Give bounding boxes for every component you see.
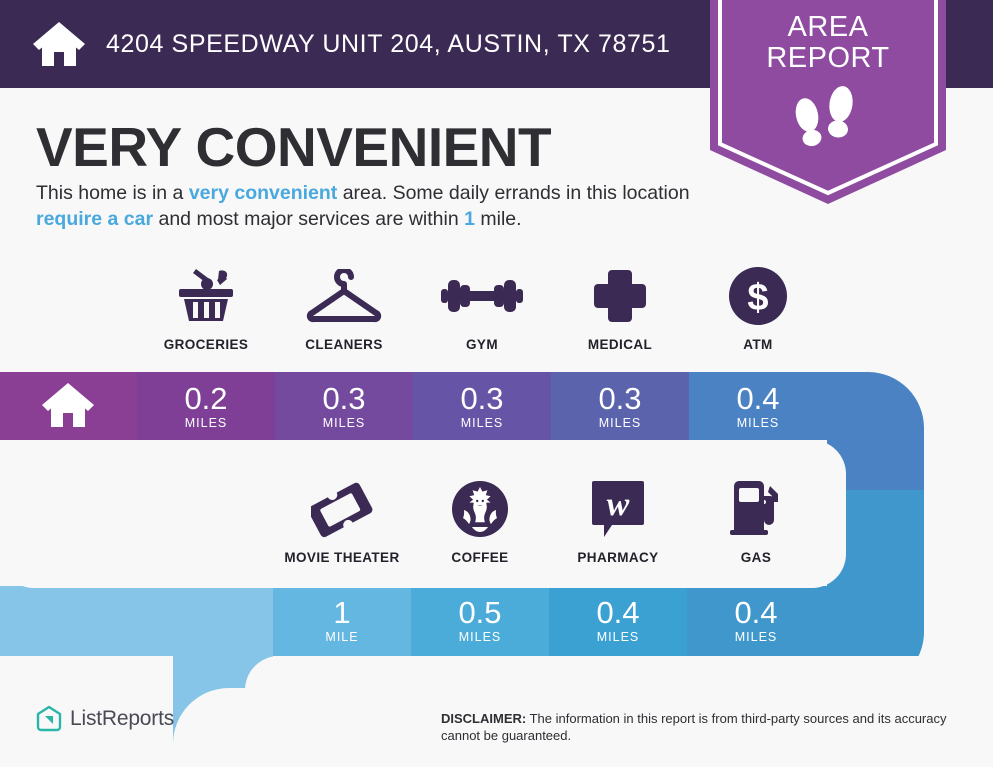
- distance-unit: MILES: [598, 415, 642, 430]
- page-description: This home is in a very convenient area. …: [36, 180, 706, 232]
- distance-value: 0.4: [596, 594, 640, 630]
- svg-text:w: w: [607, 486, 630, 523]
- distance-cell-groceries: 0.2 MILES: [137, 372, 275, 440]
- dumbbell-icon: [441, 265, 523, 327]
- desc-highlight-3: 1: [464, 208, 475, 230]
- amenity-medical: MEDICAL: [551, 265, 689, 352]
- bar-home-icon: [40, 381, 96, 429]
- distance-value: 1: [333, 594, 351, 630]
- disclaimer-text: The information in this report is from t…: [441, 711, 947, 743]
- distance-row-2: 1 MILE 0.5 MILES 0.4 MILES 0.4 MILES: [273, 586, 825, 654]
- amenity-icon-row-1: GROCERIES CLEANERS: [137, 265, 827, 352]
- desc-highlight-2: require a car: [36, 208, 154, 230]
- disclaimer: DISCLAIMER: The information in this repo…: [441, 710, 986, 744]
- distance-value: 0.3: [322, 380, 366, 416]
- header-address: 4204 SPEEDWAY UNIT 204, AUSTIN, TX 78751: [106, 29, 671, 58]
- distance-bar-path: [0, 360, 993, 767]
- amenity-label: COFFEE: [451, 550, 509, 565]
- distance-unit: MILE: [325, 629, 359, 644]
- page-title: VERY CONVENIENT: [36, 116, 552, 178]
- badge-line-2: REPORT: [766, 42, 890, 74]
- distance-unit: MILES: [184, 415, 228, 430]
- distance-unit: MILES: [458, 629, 502, 644]
- amenity-label: MOVIE THEATER: [284, 550, 400, 565]
- desc-part-2: area. Some daily errands in this locatio…: [337, 182, 690, 204]
- distance-cell-pharmacy: 0.4 MILES: [549, 586, 687, 654]
- amenity-label: ATM: [743, 337, 773, 352]
- badge-line-1: AREA: [787, 11, 869, 43]
- bar-bottom-cutout: [245, 656, 993, 767]
- amenity-label: GYM: [466, 337, 498, 352]
- distance-cell-gym: 0.3 MILES: [413, 372, 551, 440]
- amenity-movie-theater: MOVIE THEATER: [273, 478, 411, 565]
- distance-value: 0.4: [736, 380, 780, 416]
- amenity-icon-row-2: MOVIE THEATER: [273, 478, 825, 565]
- desc-part-4: mile.: [474, 208, 522, 230]
- distance-value: 0.3: [598, 380, 642, 416]
- movie-ticket-icon: [311, 478, 373, 540]
- distance-row-1: 0.2 MILES 0.3 MILES 0.3 MILES 0.3 MILES …: [137, 372, 827, 440]
- distance-value: 0.2: [184, 380, 228, 416]
- listreports-label: ListReports: [70, 707, 175, 730]
- amenity-groceries: GROCERIES: [137, 265, 275, 352]
- amenity-coffee: COFFEE: [411, 478, 549, 565]
- desc-highlight-1: very convenient: [188, 182, 338, 204]
- desc-part-3: and most major services are within: [153, 208, 465, 230]
- amenity-gas: GAS: [687, 478, 825, 565]
- area-report-badge: AREA REPORT: [710, 0, 946, 212]
- distance-cell-coffee: 0.5 MILES: [411, 586, 549, 654]
- gas-pump-icon: [726, 478, 786, 540]
- starbucks-icon: [451, 478, 509, 540]
- listreports-house-icon: [36, 705, 62, 733]
- distance-value: 0.5: [458, 594, 502, 630]
- distance-unit: MILES: [322, 415, 366, 430]
- grocery-basket-icon: [173, 265, 239, 327]
- amenity-gym: GYM: [413, 265, 551, 352]
- distance-cell-cleaners: 0.3 MILES: [275, 372, 413, 440]
- footprints-icon: [795, 86, 853, 147]
- home-icon: [30, 19, 88, 69]
- amenity-pharmacy: w PHARMACY: [549, 478, 687, 565]
- distance-cell-gas: 0.4 MILES: [687, 586, 825, 654]
- walgreens-icon: w: [590, 478, 646, 540]
- disclaimer-label: DISCLAIMER:: [441, 711, 527, 726]
- amenity-cleaners: CLEANERS: [275, 265, 413, 352]
- distance-unit: MILES: [460, 415, 504, 430]
- svg-text:$: $: [747, 277, 768, 319]
- desc-part-1: This home is in a: [36, 182, 189, 204]
- distance-value: 0.3: [460, 380, 504, 416]
- distance-value: 0.4: [734, 594, 778, 630]
- medical-cross-icon: [592, 265, 648, 327]
- bar-cutout: [0, 440, 846, 588]
- hanger-icon: [304, 265, 384, 327]
- amenity-label: GROCERIES: [163, 337, 249, 352]
- distance-unit: MILES: [736, 415, 780, 430]
- amenity-label: MEDICAL: [587, 337, 653, 352]
- amenity-label: PHARMACY: [577, 550, 659, 565]
- distance-cell-medical: 0.3 MILES: [551, 372, 689, 440]
- badge-title: AREA REPORT: [710, 12, 946, 74]
- amenity-label: GAS: [740, 550, 772, 565]
- amenity-label: CLEANERS: [305, 337, 383, 352]
- distance-cell-movie-theater: 1 MILE: [273, 586, 411, 654]
- dollar-circle-icon: $: [728, 265, 788, 327]
- distance-unit: MILES: [596, 629, 640, 644]
- listreports-logo: ListReports: [36, 705, 174, 733]
- distance-unit: MILES: [734, 629, 778, 644]
- distance-cell-atm: 0.4 MILES: [689, 372, 827, 440]
- amenity-atm: $ ATM: [689, 265, 827, 352]
